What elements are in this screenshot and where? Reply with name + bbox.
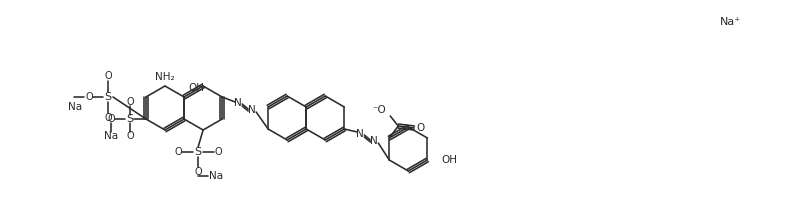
Text: O: O <box>214 147 222 157</box>
Text: N: N <box>370 136 378 146</box>
Text: ⁻O: ⁻O <box>373 105 386 115</box>
Text: Na: Na <box>209 171 223 181</box>
Text: O: O <box>194 167 202 177</box>
Text: O: O <box>107 114 115 124</box>
Text: Na: Na <box>68 102 82 112</box>
Text: O: O <box>126 131 134 141</box>
Text: S: S <box>105 92 112 102</box>
Text: S: S <box>194 147 201 157</box>
Text: O: O <box>126 97 134 107</box>
Text: O: O <box>174 147 182 157</box>
Text: NH₂: NH₂ <box>155 72 174 82</box>
Text: N: N <box>248 105 256 115</box>
Text: O: O <box>85 92 93 102</box>
Text: O: O <box>104 71 112 81</box>
Text: OH: OH <box>442 155 458 165</box>
Text: N: N <box>234 98 242 108</box>
Text: Na: Na <box>104 131 118 141</box>
Text: Na⁺: Na⁺ <box>719 17 741 27</box>
Text: O: O <box>104 113 112 123</box>
Text: S: S <box>126 114 133 124</box>
Text: O: O <box>416 123 424 133</box>
Text: N: N <box>356 129 364 139</box>
Text: OH: OH <box>188 83 204 93</box>
